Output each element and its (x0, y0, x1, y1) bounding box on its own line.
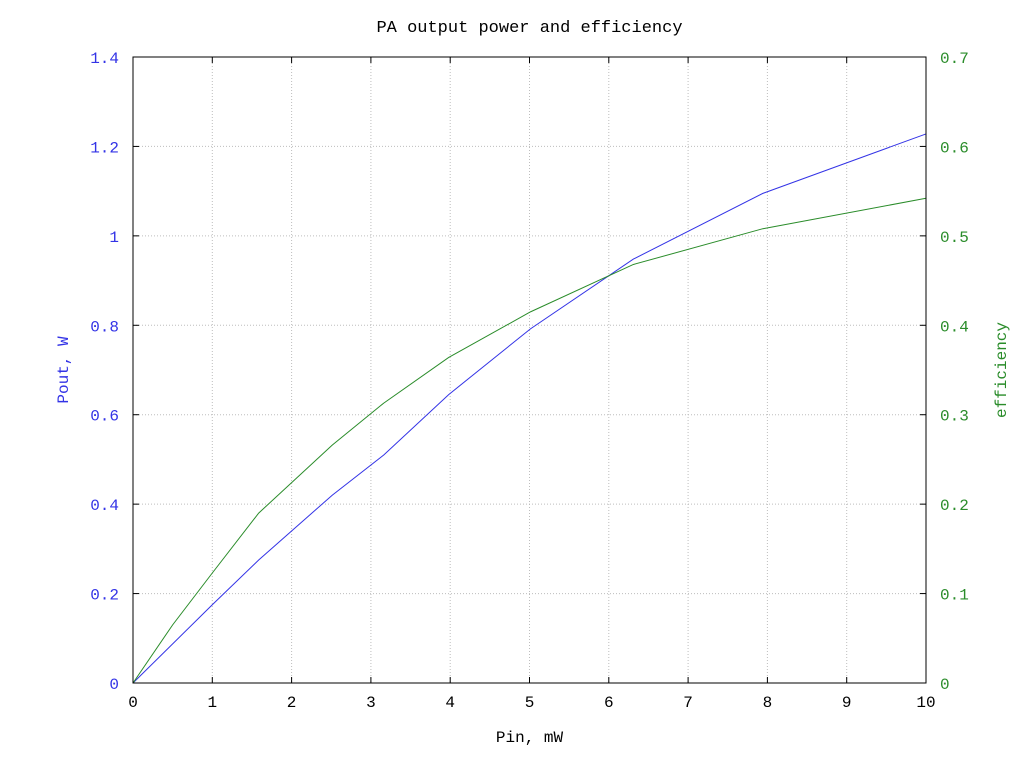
y2-tick-label: 0.4 (940, 318, 969, 336)
y-tick-label: 1.2 (90, 139, 119, 157)
y-tick-label: 0.4 (90, 497, 119, 515)
x-tick-label: 2 (287, 694, 297, 712)
x-tick-label: 10 (916, 694, 935, 712)
y2-tick-label: 0.6 (940, 139, 969, 157)
x-tick-label: 5 (525, 694, 535, 712)
y2-tick-label: 0.1 (940, 587, 969, 605)
y2-tick-label: 0.2 (940, 497, 969, 515)
x-tick-label: 3 (366, 694, 376, 712)
y-tick-label: 1.4 (90, 50, 119, 68)
x-tick-label: 6 (604, 694, 614, 712)
x-tick-label: 1 (207, 694, 217, 712)
chart-title: PA output power and efficiency (376, 19, 682, 38)
y-tick-label: 0 (109, 676, 119, 694)
y-tick-label: 1 (109, 229, 119, 247)
x-tick-label: 4 (445, 694, 455, 712)
y2-tick-label: 0 (940, 676, 950, 694)
x-axis-label: Pin, mW (496, 729, 564, 747)
y2-tick-label: 0.3 (940, 408, 969, 426)
series-pout-line (132, 133, 927, 684)
y2-tick-label: 0.5 (940, 229, 969, 247)
y-axis-label: Pout, W (55, 336, 73, 404)
y2-axis-label: efficiency (993, 322, 1011, 418)
y-tick-label: 0.6 (90, 408, 119, 426)
y-tick-label: 0.2 (90, 587, 119, 605)
x-tick-label: 9 (842, 694, 852, 712)
x-tick-label: 8 (763, 694, 773, 712)
series-efficiency-line (132, 197, 927, 684)
x-tick-label: 0 (128, 694, 138, 712)
series-layer (132, 133, 927, 684)
tick-layer: 0 1 2 3 4 5 6 7 8 9 10 0 0.2 0.4 0.6 0.8 1 1.2 1.4 0 0.1 0.2 0… (90, 50, 969, 712)
grid-layer (133, 57, 926, 683)
x-tick-label: 7 (683, 694, 693, 712)
y-tick-label: 0.8 (90, 318, 119, 336)
y2-tick-label: 0.7 (940, 50, 969, 68)
